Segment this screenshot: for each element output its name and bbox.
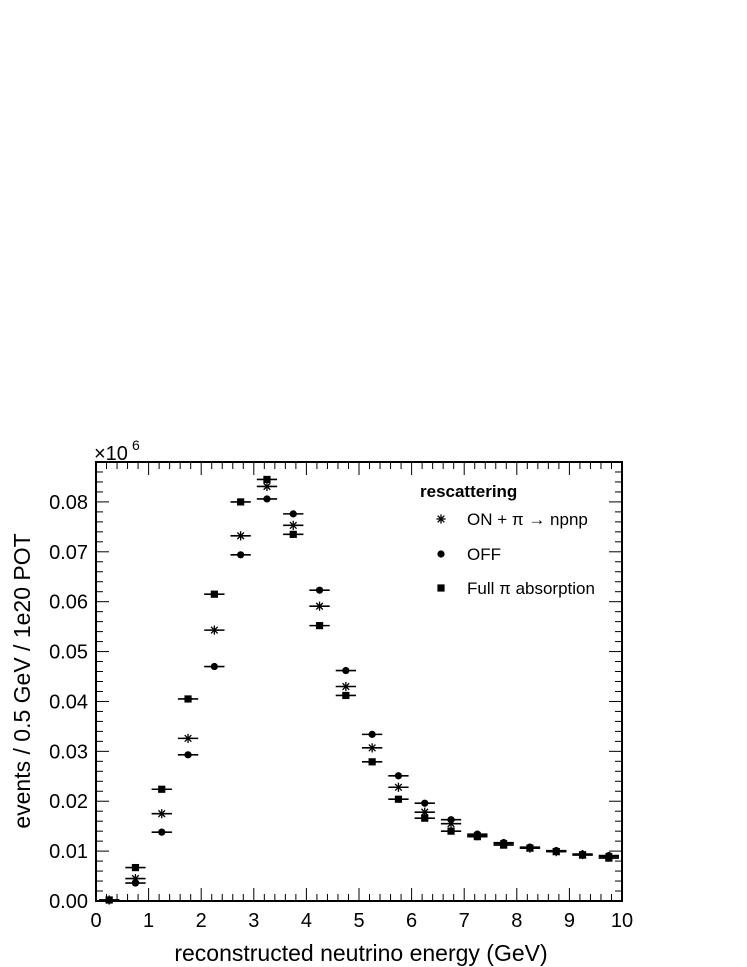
axis-multiplier: ×10 — [94, 443, 128, 465]
data-point — [183, 733, 193, 743]
data-point — [473, 833, 481, 841]
x-tick-label: 4 — [301, 910, 312, 932]
data-point — [447, 827, 455, 835]
y-tick-label: 0.05 — [49, 642, 88, 664]
data-point — [105, 896, 113, 904]
data-point — [263, 475, 271, 484]
data-point — [447, 816, 455, 824]
data-point — [289, 510, 297, 518]
y-tick-label: 0.03 — [49, 741, 88, 763]
data-point — [394, 795, 403, 803]
data-point — [131, 879, 140, 887]
data-point — [315, 586, 324, 594]
data-point — [552, 848, 560, 856]
data-point — [158, 828, 166, 836]
data-point — [262, 481, 272, 492]
legend-title: rescattering — [420, 482, 517, 501]
data-marks — [99, 475, 619, 905]
data-point — [263, 495, 271, 503]
legend-marker-circle — [437, 550, 445, 558]
data-point — [421, 799, 429, 807]
y-tick-label: 0.02 — [49, 791, 88, 813]
data-point — [158, 785, 166, 793]
data-point — [314, 601, 325, 611]
data-point — [131, 863, 140, 872]
data-point — [209, 625, 219, 635]
y-tick-label: 0.07 — [49, 542, 88, 564]
data-point — [210, 662, 218, 671]
legend: rescattering ON + π → npnp OFF Full π abso… — [420, 482, 595, 598]
axis-multiplier-exponent: 6 — [132, 437, 140, 453]
data-point — [526, 844, 534, 852]
x-tick-label: 0 — [90, 910, 101, 932]
data-point — [421, 814, 429, 822]
data-point — [342, 666, 350, 675]
x-tick-label: 10 — [611, 910, 633, 932]
data-point — [237, 551, 245, 559]
data-point — [500, 841, 508, 849]
legend-label: OFF — [467, 545, 501, 564]
y-tick-label: 0.06 — [49, 592, 88, 614]
data-point — [578, 851, 587, 859]
y-axis-title: events / 0.5 GeV / 1e20 POT — [9, 533, 35, 828]
data-point — [342, 691, 350, 700]
data-point — [184, 695, 192, 703]
data-point — [184, 751, 192, 759]
data-point — [368, 730, 376, 738]
data-point — [394, 772, 403, 780]
data-point — [236, 531, 246, 541]
legend-label: Full π absorption — [467, 579, 595, 598]
y-tick-label: 0.00 — [49, 891, 88, 913]
data-point — [393, 782, 404, 792]
x-tick-label: 5 — [353, 910, 364, 932]
data-point — [341, 681, 351, 692]
x-axis-title: reconstructed neutrino energy (GeV) — [174, 940, 547, 966]
axis-ticks — [95, 461, 623, 902]
data-point — [210, 590, 218, 598]
y-tick-label: 0.01 — [49, 841, 88, 863]
x-tick-label: 9 — [564, 910, 575, 932]
y-tick-label: 0.04 — [49, 691, 88, 713]
data-point — [315, 622, 324, 630]
x-tick-label: 3 — [248, 910, 259, 932]
axis-tick-labels: 0 1 2 3 4 5 6 7 8 9 10 0.00 0.01 0.02 0.03 0.04 0.05 0.06… — [49, 492, 633, 932]
legend-marker-star — [436, 514, 446, 524]
data-point — [367, 743, 377, 753]
data-point — [605, 854, 613, 862]
series-star — [99, 481, 619, 905]
x-tick-label: 7 — [459, 910, 470, 932]
data-point — [157, 809, 167, 819]
x-tick-label: 8 — [511, 910, 522, 932]
x-tick-label: 1 — [143, 910, 154, 932]
data-point — [237, 498, 245, 506]
data-point — [288, 520, 298, 530]
legend-marker-square — [437, 584, 445, 592]
data-point — [368, 758, 376, 766]
series-square — [99, 475, 619, 904]
y-tick-label: 0.08 — [49, 492, 88, 514]
legend-label: ON + π → npnp — [467, 510, 588, 529]
series-circle — [99, 495, 619, 904]
x-tick-label: 2 — [196, 910, 207, 932]
x-tick-label: 6 — [406, 910, 417, 932]
legend-entries: ON + π → npnp OFF Full π absorption — [436, 510, 595, 598]
data-point — [289, 530, 297, 538]
